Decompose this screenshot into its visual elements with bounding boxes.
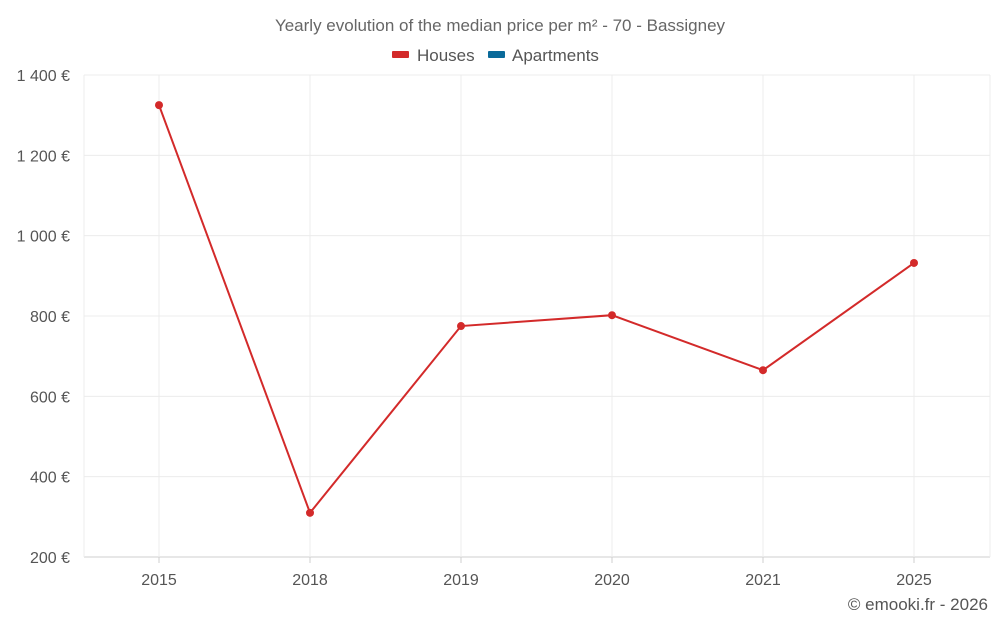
y-axis: 200 € 400 € 600 € 800 € 1 000 € 1 200 € 1 400 …	[17, 68, 70, 567]
x-tick-label: 2020	[594, 572, 630, 589]
chart-title: Yearly evolution of the median price per…	[275, 16, 726, 35]
y-tick-label: 1 400 €	[17, 68, 70, 85]
legend-swatch-houses	[392, 51, 409, 58]
y-tick-label: 1 000 €	[17, 229, 70, 246]
y-tick-label: 400 €	[30, 470, 70, 487]
legend-item-apartments[interactable]: Apartments	[512, 46, 599, 65]
data-point[interactable]	[759, 366, 767, 375]
legend-item-houses[interactable]: Houses	[417, 46, 475, 65]
x-tick-label: 2025	[896, 572, 932, 589]
y-tick-label: 1 200 €	[17, 148, 70, 165]
legend-swatch-apartments	[488, 51, 505, 58]
data-point[interactable]	[306, 508, 314, 517]
x-tick-label: 2018	[292, 572, 328, 589]
data-point[interactable]	[608, 311, 616, 320]
data-point[interactable]	[155, 101, 163, 110]
y-tick-label: 600 €	[30, 389, 70, 406]
series-layer	[155, 101, 918, 517]
y-tick-label: 800 €	[30, 309, 70, 326]
grid	[83, 74, 991, 558]
x-tick-label: 2015	[141, 572, 177, 589]
series-line-houses	[158, 104, 915, 515]
x-tick-label: 2019	[443, 572, 479, 589]
data-point[interactable]	[457, 322, 465, 331]
x-tick-label: 2021	[745, 572, 781, 589]
y-tick-label: 200 €	[30, 550, 70, 567]
x-axis: 2015 2018 2019 2020 2021 2025	[141, 557, 932, 589]
data-point[interactable]	[910, 258, 918, 267]
copyright-credit: © emooki.fr - 2026	[847, 595, 988, 614]
legend: Houses Apartments	[392, 46, 599, 65]
